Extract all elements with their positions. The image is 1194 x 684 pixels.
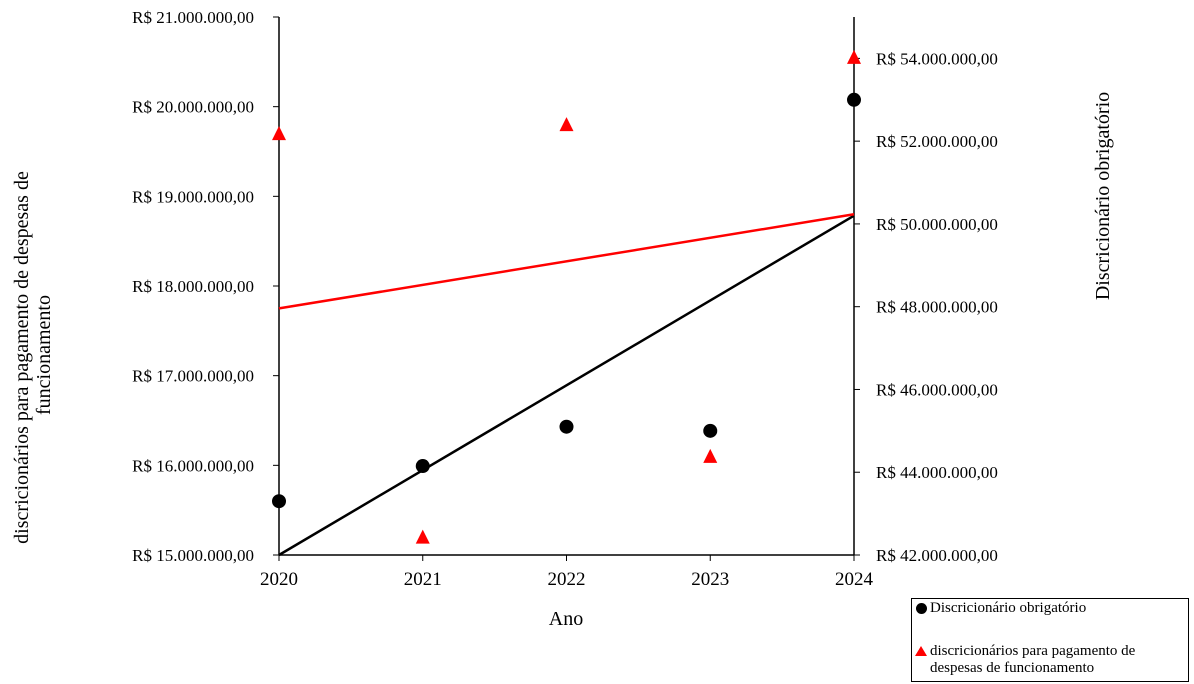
y-left-tick-label: R$ 16.000.000,00 bbox=[132, 456, 254, 475]
y-left-tick-label: R$ 19.000.000,00 bbox=[132, 187, 254, 206]
point-discricionario-obrigatorio bbox=[415, 459, 430, 474]
trendline-discricionario-obrigatorio bbox=[278, 214, 855, 557]
point-discricionario-obrigatorio bbox=[559, 419, 574, 434]
y-left-tick-label: R$ 15.000.000,00 bbox=[132, 546, 254, 565]
y-right-tick-label: R$ 52.000.000,00 bbox=[876, 132, 998, 151]
y-axis-label-right: Discricionário obrigatório bbox=[1092, 92, 1114, 300]
data-points bbox=[272, 49, 861, 544]
point-despesas-funcionamento bbox=[272, 126, 286, 141]
point-despesas-funcionamento bbox=[559, 117, 574, 132]
legend-item-discricionario-obrigatorio: Discricionário obrigatório bbox=[915, 600, 1086, 619]
y-axis-label-left-line1: discricionários para pagamento de despes… bbox=[11, 171, 33, 544]
x-axis-label: Ano bbox=[549, 608, 583, 630]
y-right-tick-label: R$ 48.000.000,00 bbox=[876, 298, 998, 317]
triangle-marker-icon bbox=[915, 643, 927, 661]
legend-label: Discricionário obrigatório bbox=[930, 600, 1087, 616]
x-tick-label: 2020 bbox=[260, 569, 298, 590]
y-left-tick-label: R$ 17.000.000,00 bbox=[132, 367, 254, 386]
circle-marker-icon bbox=[915, 600, 927, 619]
x-tick-label: 2023 bbox=[691, 569, 729, 590]
y-right-tick-label: R$ 46.000.000,00 bbox=[876, 380, 998, 399]
point-despesas-funcionamento bbox=[415, 529, 430, 544]
tick-labels: R$ 15.000.000,00 R$ 16.000.000,00 R$ 17.00… bbox=[132, 8, 998, 590]
legend-item-despesas-funcionamento: discricionários para pagamento de despes… bbox=[915, 643, 1135, 677]
trendline-despesas-funcionamento bbox=[278, 213, 855, 310]
x-tick-label: 2024 bbox=[835, 569, 874, 590]
point-despesas-funcionamento bbox=[847, 49, 861, 64]
point-despesas-funcionamento bbox=[703, 448, 718, 463]
x-tick-label: 2022 bbox=[548, 569, 586, 590]
legend-label: discricionários para pagamento de despes… bbox=[930, 643, 1136, 676]
y-axis-label-left: discricionários para pagamento de despes… bbox=[11, 166, 55, 544]
y-right-tick-label: R$ 54.000.000,00 bbox=[876, 49, 998, 68]
y-right-tick-label: R$ 50.000.000,00 bbox=[876, 215, 998, 234]
point-discricionario-obrigatorio bbox=[847, 92, 861, 107]
axes bbox=[273, 16, 860, 561]
point-discricionario-obrigatorio bbox=[272, 494, 286, 509]
y-axis-label-left-line2: funcionamento bbox=[33, 295, 55, 415]
point-discricionario-obrigatorio bbox=[703, 423, 718, 438]
y-left-tick-label: R$ 18.000.000,00 bbox=[132, 277, 254, 296]
y-right-tick-label: R$ 42.000.000,00 bbox=[876, 546, 998, 565]
trendlines bbox=[278, 213, 855, 557]
y-left-tick-label: R$ 20.000.000,00 bbox=[132, 98, 254, 117]
legend: Discricionário obrigatório discricionári… bbox=[911, 598, 1189, 682]
x-tick-label: 2021 bbox=[404, 569, 442, 590]
y-left-tick-label: R$ 21.000.000,00 bbox=[132, 8, 254, 27]
y-right-tick-label: R$ 44.000.000,00 bbox=[876, 463, 998, 482]
